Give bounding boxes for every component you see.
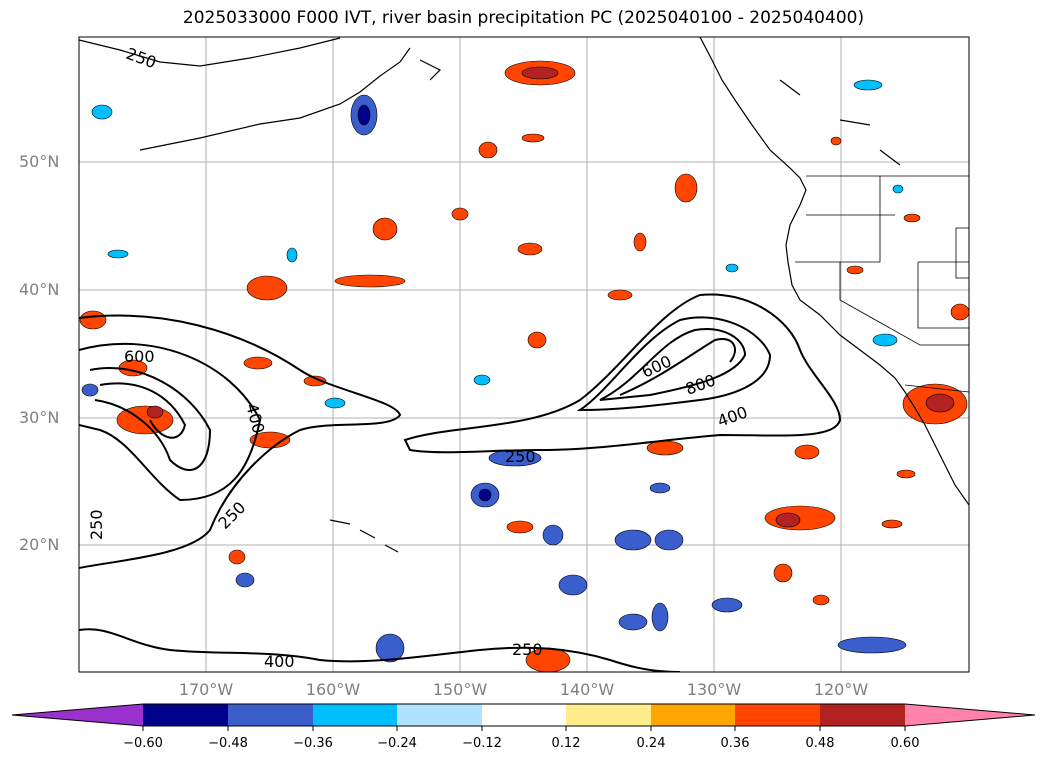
lon-label-120w: 120°W <box>813 680 869 699</box>
contour-label: 250 <box>512 640 543 659</box>
coastlines <box>79 37 969 553</box>
contour-label: 250 <box>505 447 536 466</box>
contour-label: 250 <box>87 509 106 540</box>
lat-label-50n: 50°N <box>19 152 60 171</box>
lon-label-160w: 160°W <box>305 680 361 699</box>
gridlines <box>79 37 969 672</box>
colorbar-segment <box>735 704 820 726</box>
colorbar-segment <box>228 704 313 726</box>
colorbar-tick-label: 0.24 <box>636 736 666 751</box>
lat-label-30n: 30°N <box>19 408 60 427</box>
colorbar-tick-label: −0.36 <box>293 736 333 751</box>
colorbar-tick-label: 0.36 <box>720 736 750 751</box>
lon-label-140w: 140°W <box>559 680 615 699</box>
colorbar-segment <box>566 704 651 726</box>
colorbar-max-extend <box>905 704 1035 726</box>
contour-label: 400 <box>264 652 295 671</box>
map-area <box>79 37 969 672</box>
lon-label-170w: 170°W <box>178 680 234 699</box>
precip-positive-areas <box>79 60 969 672</box>
colorbar-segment <box>820 704 905 726</box>
map-frame <box>78 36 970 673</box>
map-title: 2025033000 F000 IVT, river basin precipi… <box>182 8 865 28</box>
colorbar-tick-label: −0.48 <box>208 736 248 751</box>
colorbar-tick-label: 0.48 <box>805 736 835 751</box>
colorbar-tick-label: −0.12 <box>462 736 502 751</box>
colorbar-segment <box>143 704 228 726</box>
ivt-contours <box>79 293 842 672</box>
colorbar-segment <box>651 704 735 726</box>
contour-label: 600 <box>124 347 155 366</box>
colorbar-tick-label: 0.60 <box>890 736 920 751</box>
precip-negative-areas <box>81 79 907 663</box>
lon-label-130w: 130°W <box>686 680 742 699</box>
colorbar-segment <box>313 704 397 726</box>
lon-label-150w: 150°W <box>432 680 488 699</box>
lat-label-40n: 40°N <box>19 280 60 299</box>
state-borders <box>795 175 969 393</box>
colorbar-segment <box>397 704 482 726</box>
colorbar-tick-label: 0.12 <box>551 736 581 751</box>
colorbar-segment <box>482 704 566 726</box>
lat-label-20n: 20°N <box>19 535 60 554</box>
colorbar <box>11 703 1036 731</box>
colorbar-min-extend <box>12 704 143 726</box>
colorbar-tick-label: −0.24 <box>377 736 417 751</box>
colorbar-tick-label: −0.60 <box>123 736 163 751</box>
